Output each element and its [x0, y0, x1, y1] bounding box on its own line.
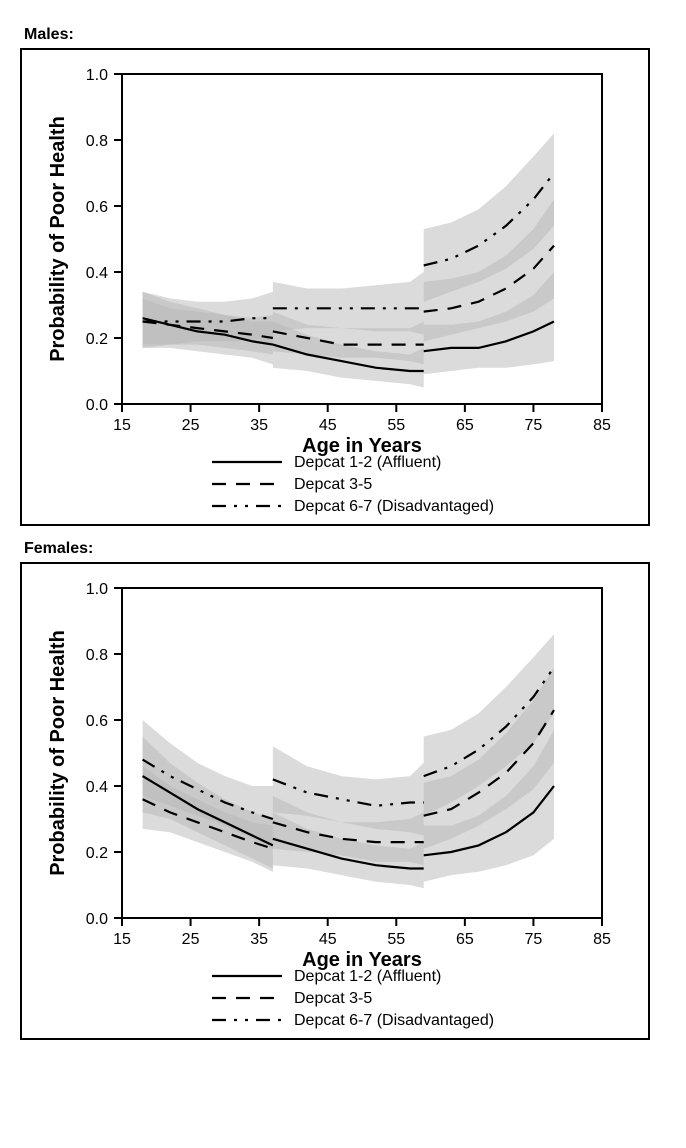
confidence-band	[143, 292, 273, 348]
x-tick-label: 65	[456, 931, 474, 948]
legend-label: Depcat 6-7 (Disadvantaged)	[294, 498, 494, 515]
chart-panel: 0.0 0.2 0.4 0.6 0.8 1.0 15 25 35 45 55 65 75 85 Probab…	[20, 48, 650, 526]
y-axis-label: Probability of Poor Health	[47, 630, 69, 876]
legend-label: Depcat 1-2 (Affluent)	[294, 454, 441, 471]
confidence-band	[273, 272, 424, 335]
x-tick-label: 35	[250, 417, 268, 434]
chart-panel: 0.0 0.2 0.4 0.6 0.8 1.0 15 25 35 45 55 65 75 85 Probab…	[20, 562, 650, 1040]
legend-label: Depcat 3-5	[294, 990, 372, 1007]
x-tick-label: 25	[182, 417, 200, 434]
y-tick-label: 0.4	[86, 265, 108, 282]
y-tick-label: 0.6	[86, 713, 108, 730]
x-tick-label: 55	[387, 931, 405, 948]
x-tick-label: 45	[319, 417, 337, 434]
y-tick-label: 0.0	[86, 911, 108, 928]
x-tick-label: 45	[319, 931, 337, 948]
legend-label: Depcat 3-5	[294, 476, 372, 493]
x-tick-label: 15	[113, 931, 131, 948]
x-tick-label: 25	[182, 931, 200, 948]
x-tick-label: 55	[387, 417, 405, 434]
y-tick-label: 1.0	[86, 67, 108, 84]
panel-title: Males:	[24, 26, 666, 44]
panel-title: Females:	[24, 540, 666, 558]
x-tick-label: 15	[113, 417, 131, 434]
y-tick-label: 0.6	[86, 199, 108, 216]
y-tick-label: 0.8	[86, 133, 108, 150]
y-axis-label: Probability of Poor Health	[47, 116, 69, 362]
x-tick-label: 35	[250, 931, 268, 948]
y-tick-label: 0.2	[86, 331, 108, 348]
x-tick-label: 65	[456, 417, 474, 434]
legend-label: Depcat 6-7 (Disadvantaged)	[294, 1012, 494, 1029]
y-tick-label: 0.8	[86, 647, 108, 664]
y-tick-label: 0.2	[86, 845, 108, 862]
figure-root: Males: 0.0 0.2 0.4 0.6 0.8 1.0 15 25 35 45 55 65 75 85…	[20, 26, 666, 1040]
y-tick-label: 1.0	[86, 581, 108, 598]
x-tick-label: 85	[593, 931, 611, 948]
x-tick-label: 85	[593, 417, 611, 434]
x-tick-label: 75	[525, 417, 543, 434]
legend-label: Depcat 1-2 (Affluent)	[294, 968, 441, 985]
y-tick-label: 0.4	[86, 779, 108, 796]
x-tick-label: 75	[525, 931, 543, 948]
y-tick-label: 0.0	[86, 397, 108, 414]
